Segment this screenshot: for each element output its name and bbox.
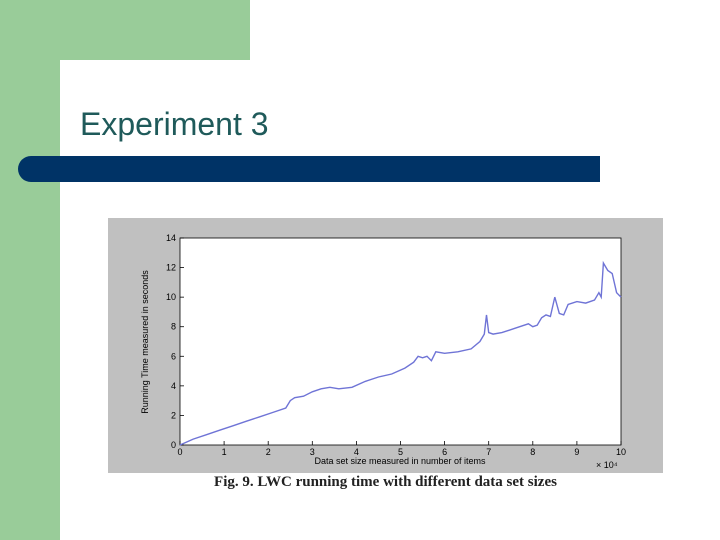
chart-figure: 0 1 2 3 4 5 6 7 8 9 10 0 2 4 6 8 10 12 14 Data set size me… [108, 218, 663, 473]
y-tick-label: 0 [171, 440, 176, 450]
top-green-block [0, 0, 250, 60]
y-tick-label: 10 [166, 292, 176, 302]
y-tick-label: 8 [171, 322, 176, 332]
left-green-strip [0, 0, 60, 540]
title-underline-bar [18, 156, 600, 182]
x-axis-multiplier: × 10⁴ [596, 460, 618, 470]
x-tick-label: 0 [177, 447, 182, 457]
x-tick-label: 10 [616, 447, 626, 457]
series-line [179, 260, 622, 446]
y-tick-label: 12 [166, 263, 176, 273]
x-tick-label: 8 [530, 447, 535, 457]
x-tick-label: 2 [266, 447, 271, 457]
y-tick-label: 6 [171, 351, 176, 361]
y-tick-label: 14 [166, 233, 176, 243]
x-tick-label: 5 [398, 447, 403, 457]
x-tick-label: 7 [486, 447, 491, 457]
y-tick-label: 2 [171, 410, 176, 420]
x-tick-label: 3 [310, 447, 315, 457]
x-axis-label: Data set size measured in number of item… [314, 456, 486, 466]
x-tick-label: 4 [354, 447, 359, 457]
x-tick-label: 6 [442, 447, 447, 457]
y-axis-label: Running Time measured in seconds [140, 270, 150, 414]
x-tick-label: 9 [574, 447, 579, 457]
plot-area [179, 237, 622, 446]
y-tick-label: 4 [171, 381, 176, 391]
figure-caption: Fig. 9. LWC running time with different … [214, 474, 557, 490]
slide-title: Experiment 3 [80, 106, 269, 142]
x-tick-label: 1 [222, 447, 227, 457]
